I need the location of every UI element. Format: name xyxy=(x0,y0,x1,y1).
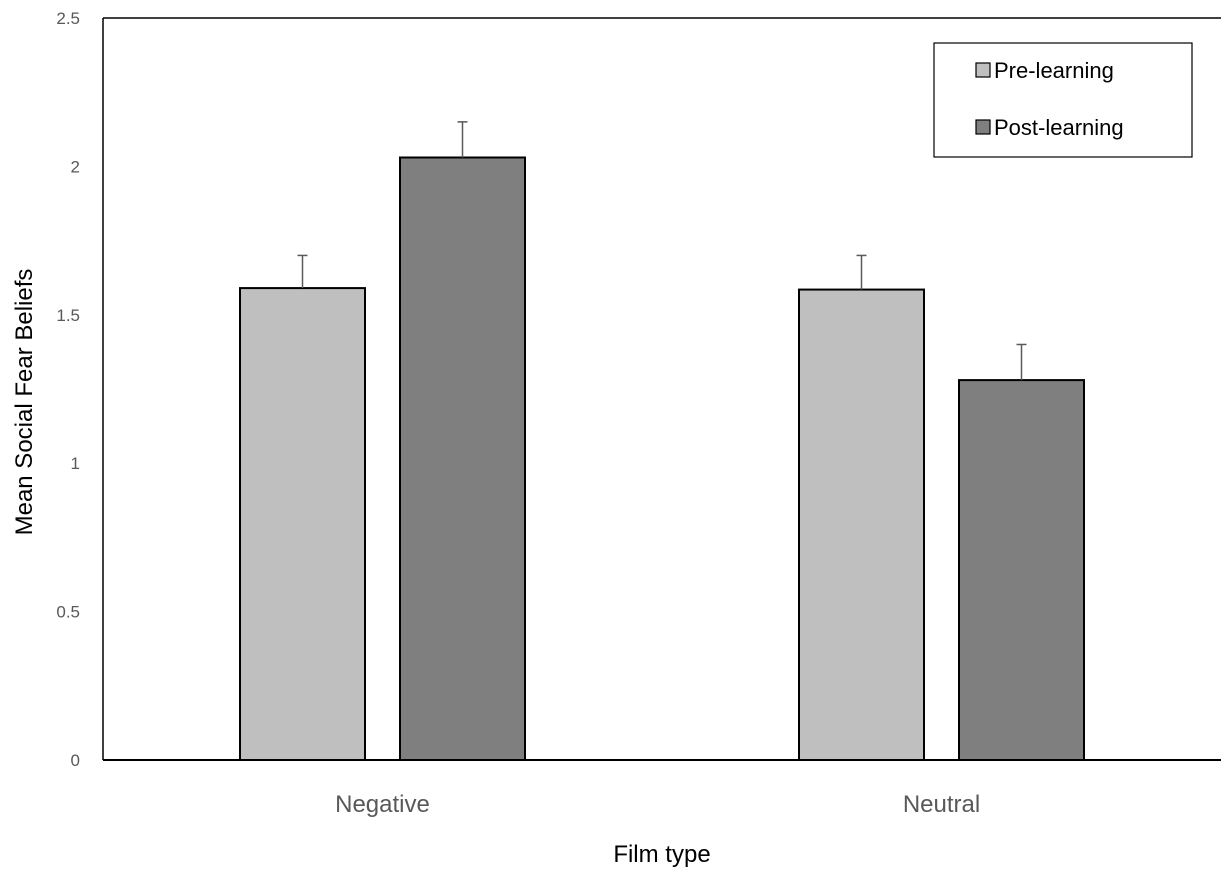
legend: Pre-learning Post-learning xyxy=(933,42,1193,158)
bar-negative-pre-learning xyxy=(239,287,366,761)
y-tick-label: 0.5 xyxy=(56,603,80,622)
bar-neutral-post-learning xyxy=(958,379,1085,761)
y-tick-label: 0 xyxy=(71,751,80,770)
x-axis-title: Film type xyxy=(613,841,710,868)
bar-neutral-pre-learning xyxy=(798,288,925,761)
category-labels: Negative Neutral xyxy=(335,791,980,818)
legend-label-pre-learning: Pre-learning xyxy=(994,58,1114,83)
plot-frame xyxy=(102,17,1221,760)
error-bars xyxy=(297,121,1027,381)
legend-swatch-pre-learning xyxy=(975,62,991,78)
bars xyxy=(239,156,1085,762)
bar-negative-post-learning xyxy=(399,156,526,762)
y-axis-title: Mean Social Fear Beliefs xyxy=(11,269,38,536)
y-tick-label: 1 xyxy=(71,454,80,473)
x-tick-label: Neutral xyxy=(903,791,980,818)
y-tick-label: 2 xyxy=(71,157,80,176)
legend-swatch-post-learning xyxy=(975,119,991,135)
y-tick-label: 2.5 xyxy=(56,9,80,28)
legend-label-post-learning: Post-learning xyxy=(994,115,1124,140)
y-tick-label: 1.5 xyxy=(56,306,80,325)
x-tick-label: Negative xyxy=(335,791,430,818)
y-axis-ticks: 0 0.5 1 1.5 2 2.5 xyxy=(56,9,80,770)
legend-box xyxy=(933,42,1193,158)
